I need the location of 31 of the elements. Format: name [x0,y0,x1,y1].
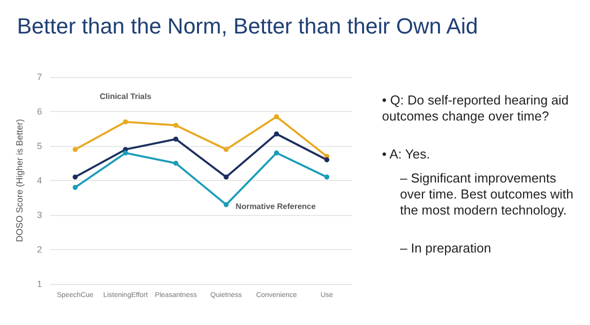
y-axis-title: DOSO Score (Higher is Better) [14,118,24,242]
y-tick-label: 5 [36,141,42,151]
point [123,119,128,124]
point [173,160,178,166]
point [274,114,279,120]
text: • Q: Do self-reported hearing aid outcomes change over time? [382,92,572,124]
y-tick-label: 2 [36,244,42,254]
point [224,146,229,152]
chart-title: Better than the Norm, Better than their Own Aid [17,14,478,38]
point [274,150,279,156]
point [173,122,178,128]
series-label: Normative Reference [236,202,316,212]
point [324,174,330,180]
point [274,131,279,136]
point [123,150,128,156]
point [224,174,229,180]
text: – In preparation [400,240,492,256]
text: • A: Yes. [382,146,430,162]
y-tick-label: 3 [36,210,42,220]
text: Clinical Trials [100,92,152,101]
y-tick-label: 7 [36,72,42,82]
point [224,202,229,208]
point [173,136,178,142]
y-tick-label: 1 [36,279,42,289]
y-tick-label: 6 [36,106,42,116]
y-tick-label: 4 [36,176,42,186]
point [72,174,78,180]
point [72,184,78,190]
point [324,157,330,162]
text: – Significant improvements over time. Best outcomes with the most modern technology. [400,170,578,218]
point [72,146,78,152]
